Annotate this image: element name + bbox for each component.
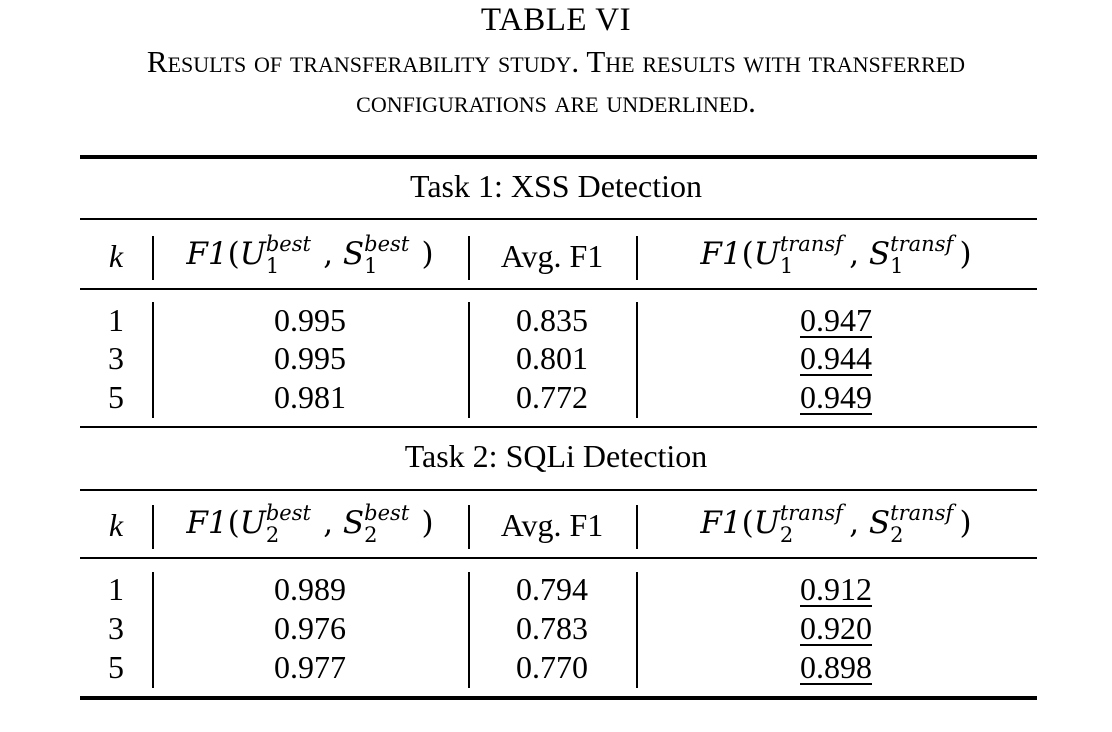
cell-avg-f1: 0.794: [516, 571, 588, 607]
column-divider: [468, 572, 470, 688]
cell-best-f1: 0.995: [274, 340, 346, 376]
cell-avg-f1: 0.835: [516, 302, 588, 338]
cell-best-f1: 0.977: [274, 649, 346, 685]
table-caption-line2: configurations are underlined.: [356, 84, 756, 119]
column-divider: [636, 302, 638, 418]
column-divider: [636, 572, 638, 688]
column-divider: [152, 302, 154, 418]
cell-transf-f1: 0.944: [800, 340, 872, 376]
column-divider: [468, 236, 470, 280]
cell-transf-f1: 0.947: [800, 302, 872, 338]
column-divider: [152, 236, 154, 280]
cell-k: 5: [108, 379, 124, 415]
header-avg-f1: Avg. F1: [500, 507, 604, 543]
cell-best-f1: 0.989: [274, 571, 346, 607]
header-k: k: [108, 238, 124, 274]
header-k: k: [108, 507, 124, 543]
cell-transf-f1: 0.920: [800, 610, 872, 646]
cell-k: 1: [108, 302, 124, 338]
cell-best-f1: 0.981: [274, 379, 346, 415]
cell-avg-f1: 0.801: [516, 340, 588, 376]
task2-header-rule: [80, 557, 1037, 559]
task1-title-rule: [80, 218, 1037, 220]
task1-title: Task 1: XSS Detection: [410, 168, 702, 204]
column-divider: [152, 572, 154, 688]
cell-transf-f1: 0.949: [800, 379, 872, 415]
cell-k: 5: [108, 649, 124, 685]
table-title: TABLE VI: [480, 2, 632, 38]
header-avg-f1: Avg. F1: [500, 238, 604, 274]
cell-k: 3: [108, 610, 124, 646]
top-rule: [80, 155, 1037, 159]
header-best-f1: F1(Ubest2, Sbest2): [186, 501, 434, 547]
cell-best-f1: 0.976: [274, 610, 346, 646]
task-separator-rule: [80, 426, 1037, 428]
cell-transf-f1: 0.898: [800, 649, 872, 685]
column-divider: [468, 302, 470, 418]
bottom-rule: [80, 696, 1037, 700]
cell-k: 3: [108, 340, 124, 376]
column-divider: [152, 505, 154, 549]
cell-k: 1: [108, 571, 124, 607]
cell-transf-f1: 0.912: [800, 571, 872, 607]
task1-header-rule: [80, 288, 1037, 290]
header-transf-f1: F1(Utransf1, Stransf1): [700, 232, 972, 278]
cell-avg-f1: 0.772: [516, 379, 588, 415]
cell-avg-f1: 0.770: [516, 649, 588, 685]
cell-avg-f1: 0.783: [516, 610, 588, 646]
header-best-f1: F1(Ubest1, Sbest1): [186, 232, 434, 278]
table-caption-line1: Results of transferability study. The re…: [146, 44, 966, 79]
column-divider: [468, 505, 470, 549]
column-divider: [636, 505, 638, 549]
task2-title-rule: [80, 489, 1037, 491]
task2-title: Task 2: SQLi Detection: [404, 438, 708, 474]
column-divider: [636, 236, 638, 280]
header-transf-f1: F1(Utransf2, Stransf2): [700, 501, 972, 547]
cell-best-f1: 0.995: [274, 302, 346, 338]
